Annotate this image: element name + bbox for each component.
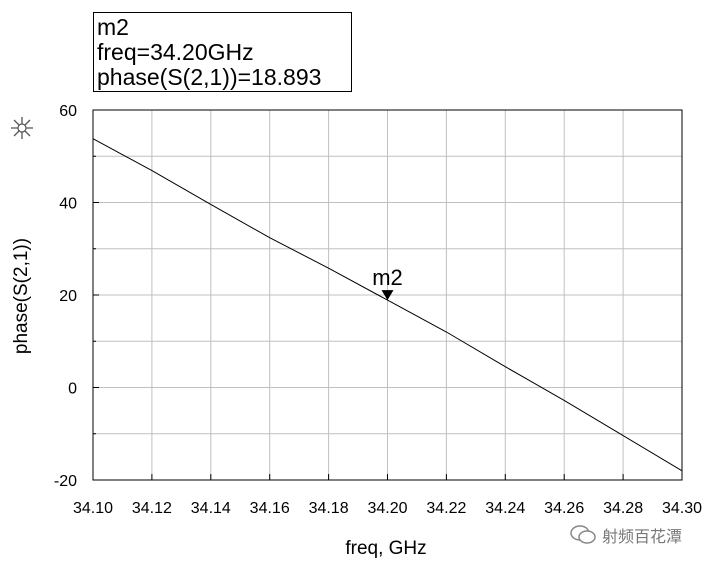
- y-tick-label: 60: [59, 103, 77, 120]
- x-tick-label: 34.10: [73, 500, 113, 517]
- watermark: 射频百花潭: [570, 522, 682, 548]
- marker-triangle-m2: [381, 290, 394, 301]
- y-tick-label: -20: [54, 473, 77, 490]
- marker-freq-readout: freq=34.20GHz: [97, 39, 254, 65]
- marker-phase-readout: phase(S(2,1))=18.893: [97, 64, 322, 90]
- x-tick-label: 34.30: [662, 500, 702, 517]
- x-axis-label: freq, GHz: [345, 538, 427, 559]
- x-tick-label: 34.14: [191, 500, 231, 517]
- marker-layer: m2: [372, 265, 403, 301]
- axis-tick-labels: 34.10 34.12 34.14 34.16 34.18 34.20 34.22 34.24…: [54, 103, 702, 517]
- y-tick-label: 0: [68, 381, 77, 398]
- grid-lines: [93, 110, 682, 480]
- marker-label-m2: m2: [372, 265, 403, 290]
- watermark-text: 射频百花潭: [602, 527, 683, 546]
- marker-readout-box: m2 freq=34.20GHz phase(S(2,1))=18.893: [93, 12, 352, 92]
- x-tick-label: 34.16: [250, 500, 290, 517]
- y-tick-label: 20: [59, 288, 77, 305]
- x-tick-label: 34.24: [485, 500, 525, 517]
- x-tick-label: 34.26: [544, 500, 584, 517]
- y-axis-label: phase(S(2,1)): [11, 237, 32, 355]
- x-tick-label: 34.12: [132, 500, 172, 517]
- x-tick-label: 34.18: [309, 500, 349, 517]
- sparkle-logo-icon: [11, 117, 33, 139]
- x-tick-label: 34.28: [603, 500, 643, 517]
- marker-name: m2: [97, 14, 129, 40]
- y-tick-label: 40: [59, 196, 77, 213]
- x-tick-label: 34.20: [367, 500, 407, 517]
- axis-ticks: [92, 109, 683, 481]
- chat-bubble-icon: [570, 525, 596, 544]
- x-tick-label: 34.22: [426, 500, 466, 517]
